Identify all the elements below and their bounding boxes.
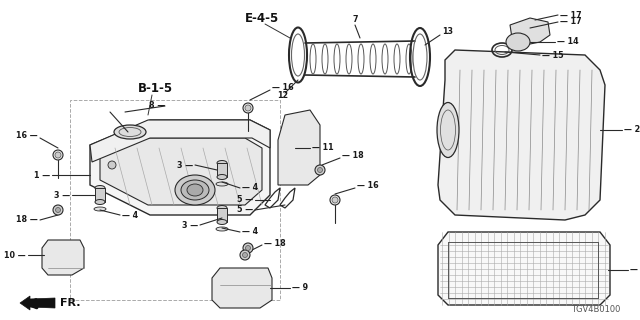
Circle shape — [246, 245, 250, 251]
Text: 5 —: 5 — — [237, 196, 253, 204]
Circle shape — [53, 205, 63, 215]
Bar — [217, 163, 227, 177]
Ellipse shape — [94, 207, 106, 211]
Circle shape — [108, 161, 116, 169]
Text: — 18: — 18 — [342, 151, 364, 161]
Text: 1 —: 1 — — [34, 171, 50, 180]
Bar — [95, 188, 105, 202]
Text: B-1-5: B-1-5 — [138, 82, 173, 94]
Circle shape — [315, 165, 325, 175]
Text: 16 —: 16 — — [17, 132, 38, 140]
Ellipse shape — [114, 125, 146, 139]
Ellipse shape — [506, 33, 530, 51]
Text: FR.: FR. — [60, 298, 81, 308]
Text: 13: 13 — [442, 28, 453, 36]
Polygon shape — [438, 50, 605, 220]
Polygon shape — [20, 296, 55, 310]
Ellipse shape — [216, 227, 228, 231]
Text: — 11: — 11 — [312, 143, 333, 153]
Ellipse shape — [216, 182, 228, 186]
Circle shape — [330, 195, 340, 205]
Polygon shape — [100, 138, 262, 205]
Ellipse shape — [95, 199, 105, 204]
Text: — 6: — 6 — [630, 266, 640, 275]
Text: 7: 7 — [352, 15, 358, 25]
Circle shape — [245, 105, 251, 111]
Ellipse shape — [217, 205, 227, 211]
Text: 3 —: 3 — — [177, 161, 193, 170]
Polygon shape — [278, 110, 320, 185]
Circle shape — [332, 197, 338, 203]
Text: 10 —: 10 — — [4, 251, 26, 260]
Polygon shape — [90, 120, 270, 162]
Text: E-4-5: E-4-5 — [245, 12, 279, 25]
Text: — 18: — 18 — [264, 238, 285, 247]
Text: — 15: — 15 — [542, 51, 564, 60]
Text: 18 —: 18 — — [16, 215, 38, 225]
Circle shape — [243, 103, 253, 113]
Text: TGV4B0100: TGV4B0100 — [571, 306, 620, 315]
Bar — [70, 100, 280, 300]
Ellipse shape — [175, 175, 215, 205]
Polygon shape — [510, 18, 550, 45]
Text: — 17: — 17 — [560, 11, 582, 20]
Text: — 4: — 4 — [122, 211, 138, 220]
Polygon shape — [90, 120, 270, 215]
Polygon shape — [212, 268, 272, 308]
Text: — 16: — 16 — [272, 84, 294, 92]
Circle shape — [317, 167, 323, 172]
Text: — 4: — 4 — [242, 228, 258, 236]
Ellipse shape — [95, 186, 105, 190]
Ellipse shape — [217, 161, 227, 165]
Text: 3 —: 3 — — [182, 220, 198, 229]
Circle shape — [243, 252, 248, 258]
Circle shape — [56, 207, 61, 212]
Text: — 16: — 16 — [357, 181, 379, 190]
Text: — 9: — 9 — [292, 284, 308, 292]
Circle shape — [240, 250, 250, 260]
Ellipse shape — [437, 102, 459, 157]
Text: 5 —: 5 — — [237, 205, 253, 214]
Text: — 4: — 4 — [242, 183, 258, 193]
Text: 3 —: 3 — — [54, 190, 70, 199]
Ellipse shape — [181, 180, 209, 200]
Text: — 17: — 17 — [560, 18, 582, 27]
Circle shape — [55, 152, 61, 158]
Ellipse shape — [187, 184, 203, 196]
Ellipse shape — [217, 220, 227, 225]
Ellipse shape — [217, 174, 227, 180]
Text: 8 —: 8 — — [148, 100, 165, 109]
Polygon shape — [438, 232, 610, 305]
Text: — 14: — 14 — [557, 37, 579, 46]
Bar — [217, 208, 227, 222]
Circle shape — [53, 150, 63, 160]
Text: 12: 12 — [277, 91, 289, 100]
Text: — 2: — 2 — [624, 125, 640, 134]
Circle shape — [243, 243, 253, 253]
Polygon shape — [42, 240, 84, 275]
